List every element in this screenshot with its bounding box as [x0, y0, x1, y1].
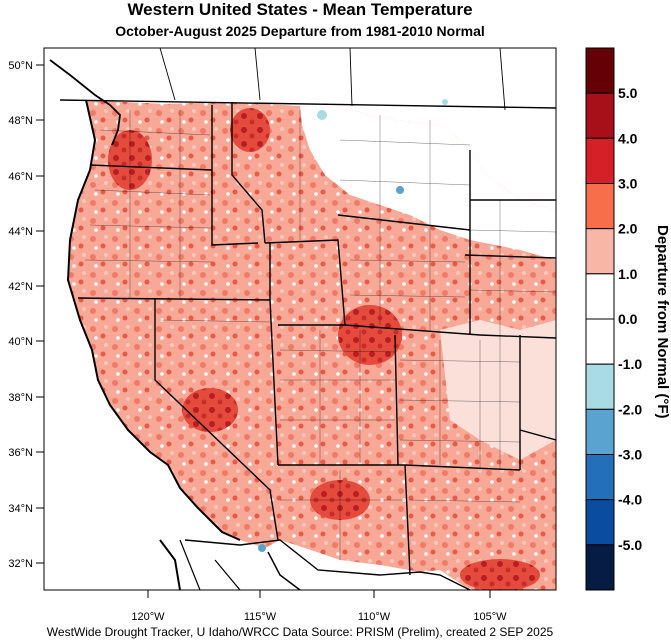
chart-title: Western United States - Mean Temperature: [127, 0, 473, 19]
lat-label: 50°N: [8, 60, 33, 72]
colorbar-label: -3.0: [618, 447, 642, 463]
hot-spot-nevada: [182, 388, 238, 432]
county-lines: [84, 110, 556, 560]
colorbar-swatch: [585, 318, 615, 365]
colorbar-label: 1.0: [618, 266, 638, 282]
baja-pacific-coast: [159, 539, 181, 590]
hot-spot-montana: [230, 108, 270, 152]
colorbar-swatch: [585, 273, 615, 320]
colorbar-label: 2.0: [618, 221, 638, 237]
cool-spot: [317, 110, 327, 120]
colorbar-label: -5.0: [618, 537, 642, 553]
colorbar-swatch: [585, 228, 615, 275]
colorbar-label: 0.0: [618, 311, 638, 327]
gulf-coast: [267, 551, 301, 590]
lat-label: 38°N: [8, 392, 33, 404]
canada-border: [59, 99, 556, 109]
lat-label: 32°N: [8, 558, 33, 570]
lon-label: 105°W: [473, 611, 507, 623]
colorbar-swatch: [585, 92, 615, 139]
hot-spot-colorado: [338, 305, 402, 365]
lat-label: 48°N: [8, 115, 33, 127]
colorbar-label: 4.0: [618, 130, 638, 146]
lon-label: 115°W: [244, 611, 277, 623]
colorbar-swatch: [585, 544, 615, 591]
colorbar-swatch: [585, 499, 615, 546]
colorbar-swatch: [585, 454, 615, 501]
colorbar: 5.0 4.0 3.0 2.0 1.0 0.0 -1.0 -2.0 -3.0 -4.0 -5.0: [585, 47, 642, 591]
lat-label: 40°N: [8, 336, 33, 348]
lon-label: 110°W: [358, 611, 391, 623]
cool-spot: [258, 544, 266, 552]
colorbar-label: 3.0: [618, 176, 638, 192]
light-anomaly-region: [440, 320, 556, 460]
hot-spot-texas: [460, 559, 540, 590]
cool-spot: [442, 99, 448, 105]
mexico-border: [184, 539, 471, 590]
latitude-axis: 50°N 48°N 46°N 44°N 42°N 40°N 38°N 36°N 34°N 32°N: [8, 60, 44, 570]
province-lines: [159, 48, 506, 111]
colorbar-swatch: [585, 408, 615, 456]
colorbar-label: -1.0: [618, 356, 642, 372]
colorbar-swatch: [585, 47, 615, 94]
colorbar-swatch: [585, 137, 615, 184]
lat-label: 46°N: [8, 171, 33, 183]
colorbar-swatch: [585, 183, 615, 230]
puget-coastline: [49, 59, 121, 146]
lon-label: 120°W: [131, 611, 165, 623]
lat-label: 44°N: [8, 226, 33, 238]
colorbar-label: -2.0: [618, 401, 642, 417]
colorbar-label: 5.0: [618, 85, 638, 101]
longitude-axis: 120°W 115°W 110°W 105°W: [131, 590, 507, 623]
colorbar-swatch: [585, 363, 615, 410]
chart-subtitle: October-August 2025 Departure from 1981-…: [115, 23, 485, 39]
cool-spot: [396, 186, 404, 194]
lat-label: 36°N: [8, 447, 33, 459]
pacific-coastline: [66, 99, 241, 541]
colorbar-title: Departure from Normal (°F): [654, 225, 671, 419]
lat-label: 34°N: [8, 503, 33, 515]
map-area: [44, 48, 556, 590]
map-frame: [43, 47, 557, 591]
footer-credit: WestWide Drought Tracker, U Idaho/WRCC D…: [46, 625, 554, 639]
baja-coast: [179, 539, 241, 590]
near-normal-region: [300, 106, 556, 260]
state-boundaries: [77, 102, 556, 576]
colorbar-label: -4.0: [618, 492, 642, 508]
lat-label: 42°N: [8, 281, 33, 293]
